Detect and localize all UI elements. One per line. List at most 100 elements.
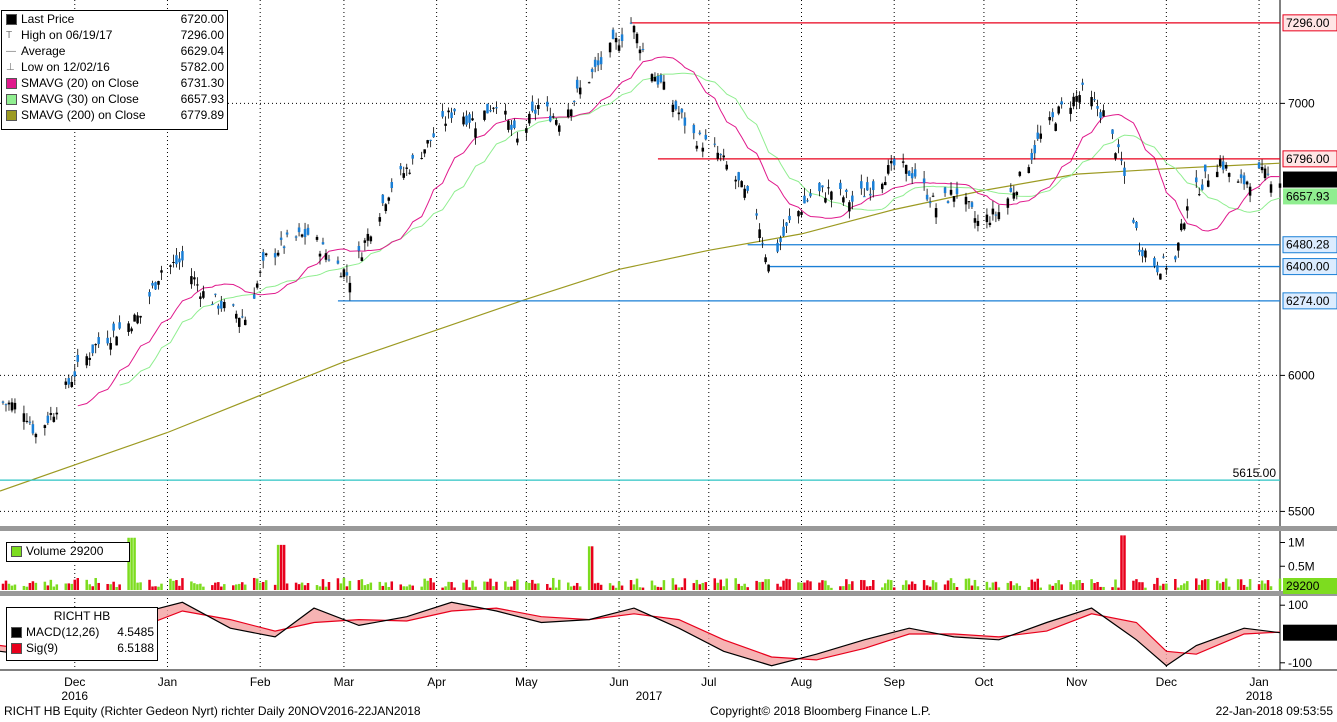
volume-bar: [387, 586, 391, 590]
candle-body: [34, 433, 38, 438]
candle-body: [531, 101, 534, 111]
volume-bar: [818, 582, 821, 590]
volume-bar: [683, 578, 687, 590]
volume-bar: [1114, 579, 1117, 590]
candle-body: [261, 252, 265, 261]
x-tick-label: Jan: [1249, 675, 1268, 689]
volume-bar: [845, 579, 848, 590]
volume-bar: [1248, 579, 1252, 590]
sma200-line: [0, 162, 1281, 492]
macd-legend-value: 4.5485: [117, 625, 154, 639]
volume-bar: [737, 583, 740, 590]
volume-bar: [662, 580, 666, 590]
volume-bar: [851, 581, 854, 590]
volume-bar: [776, 583, 779, 590]
candle-body: [845, 189, 848, 192]
volume-bar: [1257, 584, 1261, 590]
candle-body: [713, 143, 717, 145]
volume-bar: [1135, 579, 1138, 590]
candle-body: [10, 402, 14, 411]
candle-body: [339, 276, 343, 278]
volume-bar: [1090, 579, 1093, 590]
candle-body: [237, 317, 241, 327]
candle-body: [1159, 273, 1162, 280]
candle-body: [1195, 177, 1198, 183]
candle-body: [1221, 161, 1225, 170]
volume-bar: [369, 582, 373, 590]
candle-body: [399, 165, 403, 170]
candle-body: [662, 81, 666, 90]
volume-bar: [677, 587, 681, 590]
volume-bar: [943, 584, 947, 590]
candle-body: [220, 300, 223, 309]
volume-bar: [569, 586, 573, 590]
volume-bar: [671, 578, 675, 590]
price-legend-row: SMAVG (20) on Close 6731.30: [2, 75, 227, 91]
volume-bar: [336, 578, 340, 590]
volume-bar: [1141, 582, 1144, 590]
y-tick-label: 0.5M: [1288, 559, 1315, 573]
candle-body: [632, 25, 636, 33]
volume-bar: [76, 578, 80, 590]
candle-body: [43, 425, 47, 428]
candle-body: [740, 181, 743, 188]
y-tick-label: 5500: [1288, 504, 1315, 518]
candle-body: [716, 152, 720, 159]
volume-bar: [232, 585, 235, 590]
candle-body: [650, 74, 654, 82]
volume-panel: 1M 0.5M 29200: [0, 533, 1337, 596]
volume-bar: [788, 579, 791, 590]
volume-bar: [997, 587, 1001, 590]
y-tick-label: 1M: [1288, 536, 1305, 550]
candle-body: [211, 303, 214, 305]
volume-bar: [507, 586, 510, 590]
level-tag: [1282, 14, 1337, 32]
candle-body: [839, 182, 842, 189]
volume-bar: [1245, 586, 1249, 590]
candle-body: [157, 281, 160, 285]
volume-bar: [1266, 580, 1270, 590]
volume-bar: [934, 582, 938, 590]
volume-bar: [151, 586, 154, 590]
volume-bar: [1039, 587, 1043, 590]
candle-body: [441, 111, 444, 117]
volume-bar: [713, 578, 717, 590]
candle-body: [321, 242, 325, 245]
volume-bar: [67, 583, 71, 590]
legend-value: 7296.00: [180, 28, 224, 42]
candle-body: [614, 38, 618, 43]
candle-body: [800, 212, 803, 215]
candle-body: [136, 315, 139, 324]
candle-body: [934, 208, 938, 218]
candle-body: [73, 371, 77, 377]
volume-bar: [1, 583, 5, 590]
volume-bar: [614, 587, 618, 590]
candle-body: [617, 45, 621, 51]
candle-body: [818, 182, 821, 192]
sma30-line: [119, 72, 1281, 386]
volume-bar: [243, 584, 247, 590]
candle-body: [282, 246, 286, 249]
level-tag: [1282, 150, 1337, 168]
volume-bar: [659, 587, 663, 590]
candle-body: [106, 337, 109, 344]
volume-bar: [803, 582, 806, 590]
volume-bar: [402, 586, 405, 590]
volume-bar: [1075, 580, 1078, 590]
macd-fill: [0, 602, 1280, 666]
candle-body: [1060, 101, 1063, 105]
volume-bar: [904, 580, 908, 590]
legend-value: 6779.89: [180, 108, 224, 122]
candle-body: [1135, 221, 1138, 228]
volume-bar: [575, 582, 579, 590]
candle-body: [223, 301, 226, 309]
candle-body: [555, 120, 558, 125]
candle-body: [495, 107, 498, 109]
candle-body: [1200, 184, 1204, 190]
volume-bar: [1048, 584, 1051, 590]
legend-swatch: [6, 77, 17, 89]
volume-bar: [10, 585, 14, 590]
candle-body: [423, 149, 426, 154]
candle-body: [674, 101, 678, 110]
candle-body: [181, 251, 184, 261]
